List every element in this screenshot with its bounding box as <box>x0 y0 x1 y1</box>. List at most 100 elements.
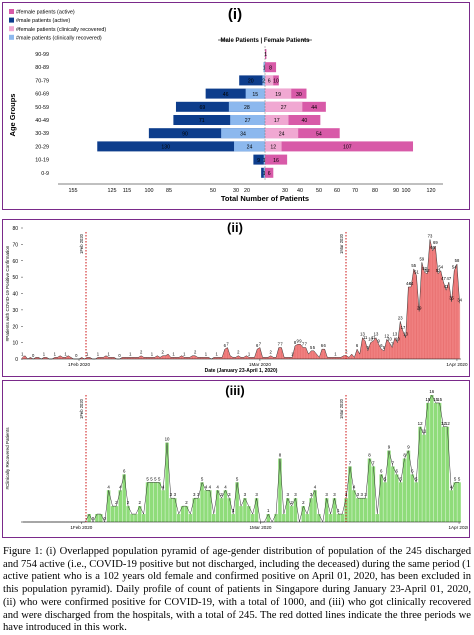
recovered-value-label: 2 <box>185 500 188 505</box>
age-group-tick: 60-69 <box>35 92 49 98</box>
recovered-bar <box>211 514 216 522</box>
recovered-bar <box>285 498 290 522</box>
confirmed-bar <box>326 357 328 359</box>
confirmed-value-label: 10 <box>387 337 392 342</box>
confirmed-bar <box>208 357 210 359</box>
x-tick-label: 30 <box>233 188 239 194</box>
y-tick-label: 70 <box>12 242 18 248</box>
x-tick-label: 1Mar 2020 <box>249 362 271 367</box>
confirmed-value-label: 52 <box>425 268 430 273</box>
confirmed-value-label: 1 <box>97 351 100 356</box>
confirmed-bar <box>348 357 350 359</box>
confirmed-bar <box>56 357 58 359</box>
confirmed-bar <box>81 357 83 359</box>
recovered-bar <box>192 498 197 522</box>
recovered-chart: (iii) #Clinically Recovered Patients 0 0 4 2 4… <box>5 383 470 530</box>
confirmed-value-label: 69 <box>433 240 438 245</box>
y-tick-label: 60 <box>12 259 18 265</box>
x-tick-label: 40 <box>297 188 303 194</box>
recovered-bar <box>200 482 204 522</box>
recovered-bar <box>406 450 411 522</box>
female-active-bar <box>265 128 340 139</box>
confirmed-bar <box>337 357 339 359</box>
recovered-value-label: 5 <box>158 476 161 481</box>
recovered-value-label: 15 <box>437 397 442 402</box>
confirmed-bar <box>143 357 145 359</box>
recovered-bar <box>430 395 434 522</box>
age-group-tick: 40-49 <box>35 118 49 124</box>
recovered-bar <box>165 442 169 522</box>
age-group-tick: 0-9 <box>41 171 49 177</box>
female-recovered-label: 17 <box>274 118 280 124</box>
recovered-bar <box>169 498 173 522</box>
x-tick-label: 50 <box>316 188 322 194</box>
confirmed-bar <box>456 264 458 359</box>
confirmed-bar <box>137 357 139 359</box>
confirmed-bar <box>359 354 361 359</box>
female-recovered-bar <box>265 101 303 112</box>
recovered-bar <box>215 490 220 522</box>
age-group-tick: 20-29 <box>35 144 49 150</box>
recovered-bar <box>87 514 91 522</box>
confirmed-value-label: 44 <box>406 281 411 286</box>
confirmed-bar <box>65 357 67 359</box>
recovered-value-label: 10 <box>165 437 170 442</box>
confirmed-area <box>22 239 460 359</box>
confirmed-bar <box>229 355 231 359</box>
recovered-bar <box>223 490 228 522</box>
recovered-bar <box>114 506 119 522</box>
confirmed-bar <box>108 357 110 359</box>
confirmed-value-label: 1 <box>248 351 251 356</box>
male-active-label: 9 <box>257 158 260 164</box>
confirmed-value-label: 5 <box>310 345 313 350</box>
recovered-value-label: 16 <box>429 389 434 394</box>
confirmed-line <box>22 239 460 360</box>
male-recovered-label: 34 <box>240 131 246 137</box>
male-recovered-bar <box>230 115 265 125</box>
confirmed-value-label: 13 <box>374 332 379 337</box>
y-tick-label: 10 <box>12 341 18 347</box>
recovered-bar <box>422 434 426 522</box>
confirmed-bar <box>159 357 161 359</box>
recovered-bar <box>239 506 243 522</box>
female-recovered-bar <box>265 141 282 152</box>
male-recovered-bar <box>228 101 265 112</box>
recovered-value-label: 4 <box>205 484 208 489</box>
confirmed-bar <box>178 357 180 359</box>
female-recovered-bar <box>265 75 274 86</box>
confirmed-bar <box>448 282 450 359</box>
confirmed-bar <box>54 357 56 359</box>
confirmed-value-label: 42 <box>444 284 449 289</box>
recovered-value-label: 2 <box>115 500 118 505</box>
confirmed-bar <box>270 355 272 359</box>
legend-swatch <box>9 26 14 32</box>
confirmed-bar <box>38 357 40 359</box>
x-tick-label: 125 <box>108 188 117 194</box>
recovered-bar <box>348 466 352 522</box>
confirmed-value-label: 1 <box>172 351 175 356</box>
confirmed-value-label: 1 <box>108 351 111 356</box>
recovered-bar <box>457 482 461 522</box>
confirmed-value-label: 73 <box>428 233 433 238</box>
recovered-value-label: 7 <box>392 460 395 465</box>
confirmed-bar <box>372 340 374 359</box>
x-tick-label: 20 <box>244 188 250 194</box>
recovered-value-label: 1 <box>337 508 340 513</box>
recovered-bar <box>153 482 158 522</box>
legend-swatch <box>9 17 14 23</box>
confirmed-bar <box>316 354 318 359</box>
confirmed-value-label: 12 <box>384 333 389 338</box>
recovered-bar <box>254 498 259 522</box>
confirmed-bar <box>364 340 366 359</box>
period-marker-label: 1Mar 2020 <box>339 398 344 419</box>
recovered-bar <box>208 490 212 522</box>
y-axis-label: #Clinically Recovered Patients <box>5 427 10 490</box>
x-tick-label: 90 <box>393 188 399 194</box>
confirmed-bar <box>370 342 372 359</box>
confirmed-bar <box>394 337 396 359</box>
confirmed-bar <box>426 273 428 359</box>
confirmed-bar <box>221 357 223 359</box>
confirmed-value-label: 44 <box>409 281 414 286</box>
confirmed-bar <box>442 282 444 359</box>
confirmed-bar <box>105 355 107 359</box>
